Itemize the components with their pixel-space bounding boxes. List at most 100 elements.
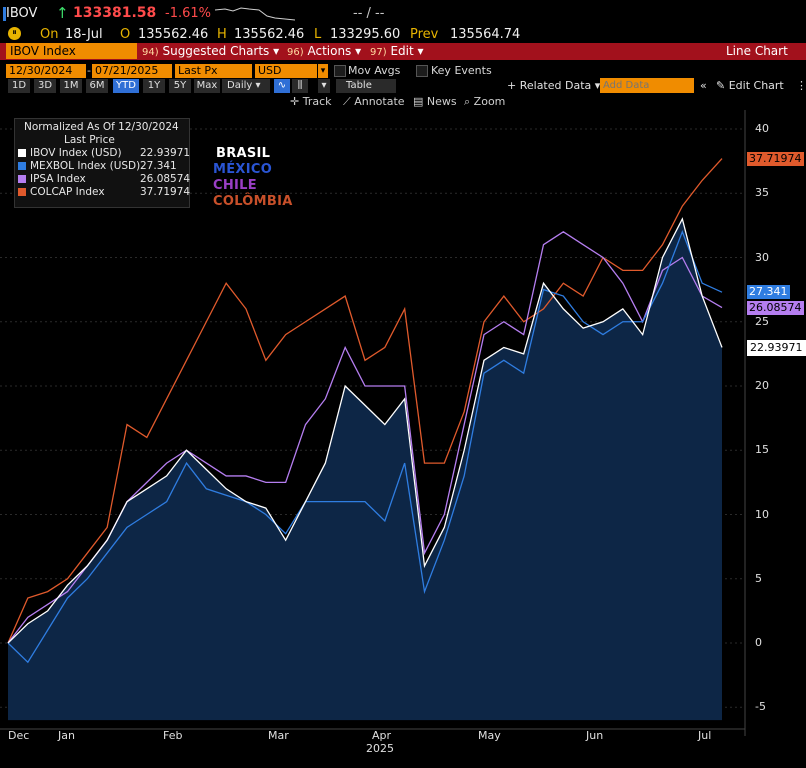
legend-title: Normalized As Of 12/30/2024 [24, 121, 179, 133]
frequency-label: Daily [227, 80, 253, 91]
legend-swatch-1 [18, 162, 26, 170]
legend-item-name-2[interactable]: IPSA Index [30, 173, 86, 185]
field-select[interactable]: Last Px [175, 64, 252, 78]
annotation-3: COLÔMBIA [213, 194, 293, 209]
last-value-label-ibov: 22.93971 [747, 340, 806, 357]
related-data-menu[interactable]: + Related Data ▾ [507, 79, 600, 92]
status-icon: ⏸ [8, 27, 21, 40]
sparkline-icon [215, 7, 295, 21]
high-label: H [217, 27, 227, 42]
legend-item-name-3[interactable]: COLCAP Index [30, 186, 105, 198]
caret-down-icon: ▾ [273, 44, 280, 58]
collapse-icon[interactable]: « [700, 79, 707, 92]
suggested-charts-number: 94) [142, 47, 159, 58]
edit-chart-button[interactable]: ✎ Edit Chart [716, 79, 784, 92]
end-date-field[interactable]: 07/21/2025 [92, 64, 172, 78]
last-price: 133381.58 [73, 5, 157, 21]
annotation-2: CHILE [213, 178, 257, 193]
x-tick-jan: Jan [58, 729, 75, 742]
chart-type-title: Line Chart [726, 44, 788, 58]
legend-swatch-2 [18, 175, 26, 183]
caret-down-icon: ▾ [594, 79, 601, 92]
legend-item-value-1: 27.341 [140, 160, 177, 172]
security-field[interactable]: IBOV Index [6, 43, 137, 59]
quote-date: 18-Jul [65, 27, 103, 42]
y-tick-10: 10 [755, 507, 769, 521]
line-chart-icon[interactable]: ∿ [274, 79, 290, 93]
prev-label: Prev [410, 27, 439, 42]
legend-item-value-3: 37.71974 [140, 186, 191, 198]
ibov-area-fill [8, 218, 722, 721]
y-tick-35: 35 [755, 186, 769, 200]
key-events-checkbox[interactable] [416, 65, 428, 77]
line-chart[interactable] [0, 110, 806, 768]
x-tick-jun: Jun [586, 729, 604, 742]
plus-icon: + [507, 79, 517, 92]
chart-style-caret-icon[interactable]: ▾ [318, 79, 330, 93]
series-line-ibov [7, 217, 723, 644]
period-button-1m[interactable]: 1M [60, 79, 82, 93]
caret-down-icon: ▾ [255, 80, 261, 91]
last-value-label-ipsa: 26.08574 [747, 300, 804, 315]
track-tool[interactable]: ✛ Track [290, 95, 332, 108]
y-tick--5: -5 [755, 700, 766, 714]
legend-subtitle: Last Price [64, 134, 115, 146]
ticker-symbol[interactable]: IBOV [6, 6, 38, 21]
currency-select[interactable]: USD [255, 64, 317, 78]
x-year-label: 2025 [366, 742, 394, 755]
period-button-5y[interactable]: 5Y [169, 79, 191, 93]
period-button-1d[interactable]: 1D [8, 79, 30, 93]
series-line-mexbol [7, 229, 723, 664]
high-value: 135562.46 [234, 27, 305, 42]
candle-chart-icon[interactable]: ⫼ [292, 79, 308, 93]
zoom-tool[interactable]: ⌕ Zoom [464, 95, 505, 109]
last-value-label-colcap: 37.71974 [747, 151, 804, 166]
frequency-select[interactable]: Daily ▾ [222, 79, 270, 93]
key-events-label: Key Events [431, 64, 492, 77]
legend-item-name-0[interactable]: IBOV Index (USD) [30, 147, 122, 159]
table-button[interactable]: Table [336, 79, 396, 93]
period-button-6m[interactable]: 6M [86, 79, 108, 93]
chart-series [7, 158, 723, 664]
edit-chart-label: Edit Chart [728, 79, 784, 92]
suggested-charts-menu[interactable]: 94) Suggested Charts ▾ [142, 44, 279, 60]
menu-bar [0, 43, 806, 60]
edit-menu[interactable]: 97) Edit ▾ [370, 44, 424, 60]
y-tick-30: 30 [755, 250, 769, 264]
bid-ask-placeholder: -- / -- [353, 6, 385, 21]
period-button-3d[interactable]: 3D [34, 79, 56, 93]
period-button-max[interactable]: Max [194, 79, 220, 93]
change-percent: -1.61% [165, 6, 211, 21]
y-tick-15: 15 [755, 443, 769, 457]
news-tool[interactable]: ▤ News [413, 95, 457, 108]
prev-value: 135564.74 [450, 27, 521, 42]
add-data-input[interactable] [600, 78, 694, 93]
more-icon[interactable]: ⋮ [796, 79, 806, 92]
edit-number: 97) [370, 47, 387, 58]
caret-down-icon: ▾ [355, 44, 362, 58]
mov-avgs-checkbox[interactable] [334, 65, 346, 77]
actions-menu[interactable]: 96) Actions ▾ [287, 44, 361, 60]
x-tick-jul: Jul [698, 729, 712, 742]
legend-item-value-0: 22.93971 [140, 147, 191, 159]
annotation-1: MÉXICO [213, 162, 273, 177]
news-label: News [426, 95, 457, 108]
y-tick-5: 5 [755, 571, 762, 585]
period-button-1y[interactable]: 1Y [143, 79, 165, 93]
caret-down-icon: ▾ [417, 44, 424, 58]
date-label: On [40, 27, 59, 42]
start-date-field[interactable]: 12/30/2024 [6, 64, 86, 78]
annotate-icon: ⟋ [343, 95, 351, 108]
x-tick-feb: Feb [163, 729, 183, 742]
legend-swatch-3 [18, 188, 26, 196]
period-button-ytd[interactable]: YTD [113, 79, 139, 93]
annotate-tool[interactable]: ⟋ Annotate [343, 95, 405, 109]
ticker-marker [3, 7, 6, 21]
legend-item-name-1[interactable]: MEXBOL Index (USD) [30, 160, 141, 172]
x-tick-apr: Apr [372, 729, 392, 742]
up-arrow-icon: ↑ [56, 4, 69, 22]
legend[interactable] [14, 118, 190, 208]
x-tick-dec: Dec [8, 729, 30, 742]
currency-caret-icon[interactable]: ▾ [318, 64, 328, 78]
y-tick-20: 20 [755, 379, 769, 392]
